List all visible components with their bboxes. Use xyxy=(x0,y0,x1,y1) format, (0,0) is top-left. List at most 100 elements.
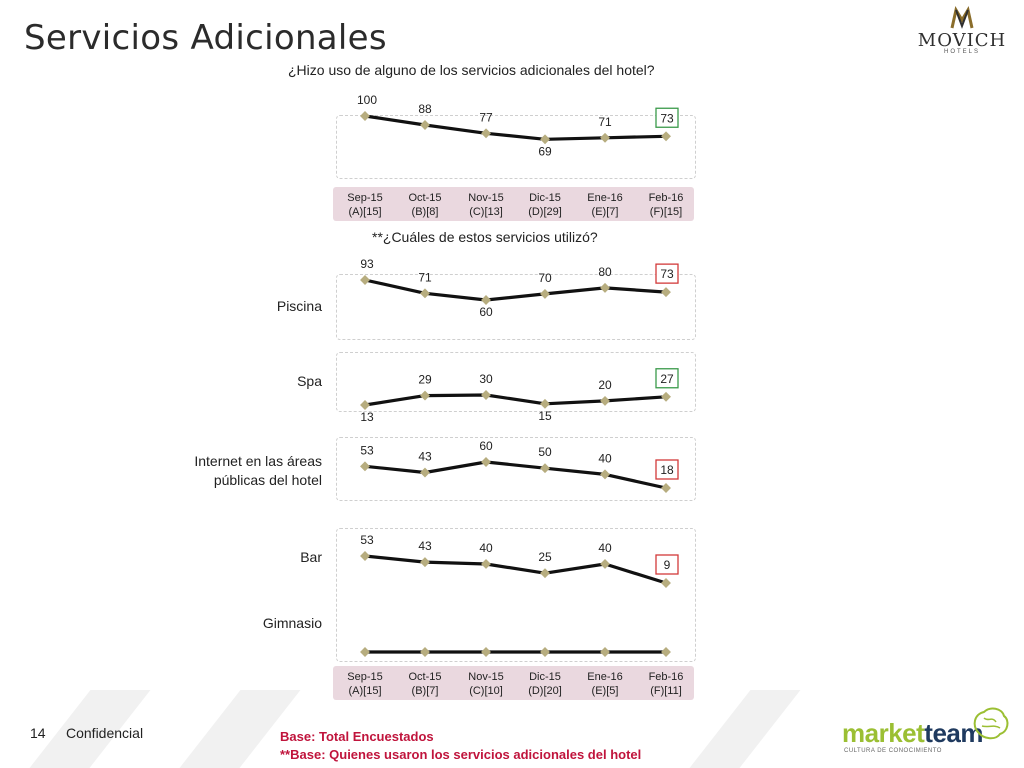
row-label-bar: Bar xyxy=(300,549,322,565)
marketteam-logo: marketteam CULTURA DE CONOCIMIENTO xyxy=(842,706,1012,762)
data-point-gimnasio-1 xyxy=(360,647,370,657)
data-label-total-2: 88 xyxy=(418,102,432,116)
slide-title: Servicios Adicionales xyxy=(24,18,387,58)
data-point-gimnasio-5 xyxy=(600,647,610,657)
data-point-gimnasio-3 xyxy=(481,647,491,657)
x-tick-label: Sep-15 xyxy=(347,671,382,683)
x-tick-base-label: (A)[15] xyxy=(348,685,381,697)
x-tick-label: Sep-15 xyxy=(347,192,382,204)
data-point-spa-2 xyxy=(420,390,430,401)
data-point-spa-3 xyxy=(481,390,491,400)
data-label-spa-5: 20 xyxy=(598,378,612,392)
base-note-1: Base: Total Encuestados xyxy=(280,729,434,744)
x-tick-label: Nov-15 xyxy=(468,671,503,683)
data-label-piscina-1: 93 xyxy=(360,257,374,271)
data-point-total-3 xyxy=(481,128,491,139)
x-tick-base-label: (B)[7] xyxy=(412,685,439,697)
question-1: ¿Hizo uso de alguno de los servicios adi… xyxy=(288,62,655,78)
x-tick-base-label: (A)[15] xyxy=(348,206,381,218)
chart-panel-total xyxy=(336,115,696,179)
data-point-total-4 xyxy=(540,134,550,145)
data-point-internet-6 xyxy=(661,483,671,493)
data-point-gimnasio-2 xyxy=(420,647,430,657)
data-point-piscina-3 xyxy=(481,295,491,305)
data-label-piscina-3: 60 xyxy=(479,305,493,319)
x-tick-base-label: (C)[13] xyxy=(469,206,503,218)
data-label-bar-3: 40 xyxy=(479,541,493,555)
x-tick-base-label: (B)[8] xyxy=(412,206,439,218)
data-point-spa-4 xyxy=(540,398,550,409)
row-label-spa: Spa xyxy=(297,373,322,389)
data-point-bar-4 xyxy=(540,568,550,579)
chart-panel-bar-gimnasio xyxy=(336,528,696,662)
data-label-spa-4: 15 xyxy=(538,409,552,423)
data-label-total-1: 100 xyxy=(357,93,377,107)
x-tick-label: Dic-15 xyxy=(529,671,561,683)
highlight-box-piscina xyxy=(655,263,679,284)
page-number: 14 xyxy=(30,725,46,741)
data-point-bar-3 xyxy=(481,559,491,569)
data-point-internet-4 xyxy=(540,463,550,474)
series-line-spa xyxy=(364,393,667,407)
x-tick-label: Nov-15 xyxy=(468,192,503,204)
x-tick-base-label: (F)[11] xyxy=(650,685,682,697)
data-point-internet-5 xyxy=(600,469,610,480)
data-point-internet-3 xyxy=(481,457,491,467)
movich-logo-text: MOVICH xyxy=(917,30,1007,51)
data-label-bar-2: 43 xyxy=(418,539,432,553)
data-point-total-2 xyxy=(420,120,430,130)
data-label-bar-1: 53 xyxy=(360,533,374,547)
row-label-gimnasio: Gimnasio xyxy=(262,615,322,631)
x-tick-base-label: (D)[20] xyxy=(528,685,562,697)
highlight-box-internet xyxy=(655,459,679,480)
data-point-total-5 xyxy=(600,132,610,143)
row-label-internet: Internet en las áreas públicas del hotel xyxy=(194,453,322,488)
data-point-piscina-5 xyxy=(600,282,610,293)
data-label-spa-3: 30 xyxy=(479,372,493,386)
data-point-internet-2 xyxy=(420,467,430,478)
data-point-internet-1 xyxy=(360,461,370,472)
data-point-piscina-2 xyxy=(420,288,430,299)
data-label-bar-4: 25 xyxy=(538,550,552,564)
data-label-total-4: 69 xyxy=(538,144,552,158)
x-tick-base-label: (F)[15] xyxy=(650,206,682,218)
highlight-box-spa xyxy=(655,368,679,389)
x-tick-label: Oct-15 xyxy=(408,192,441,204)
x-tick-label: Ene-16 xyxy=(587,671,622,683)
data-label-piscina-6: 73 xyxy=(660,267,674,281)
data-label-spa-6: 27 xyxy=(660,372,674,386)
data-label-internet-1: 53 xyxy=(360,443,374,457)
data-label-internet-5: 40 xyxy=(598,451,612,465)
data-label-internet-2: 43 xyxy=(418,450,432,464)
data-point-piscina-6 xyxy=(661,287,671,298)
data-label-spa-2: 29 xyxy=(418,373,432,387)
highlight-box-bar xyxy=(655,554,679,575)
data-point-gimnasio-4 xyxy=(540,647,550,657)
data-point-spa-1 xyxy=(360,400,370,410)
movich-monogram-icon xyxy=(950,6,974,29)
question-2: **¿Cuáles de estos servicios utilizó? xyxy=(372,229,598,245)
x-axis-box-top xyxy=(333,187,694,221)
data-label-internet-6: 18 xyxy=(660,463,674,477)
data-label-internet-4: 50 xyxy=(538,445,552,459)
x-tick-base-label: (E)[5] xyxy=(592,685,619,697)
data-label-total-6: 73 xyxy=(660,111,674,125)
series-line-internet xyxy=(364,460,667,490)
x-tick-base-label: (C)[10] xyxy=(469,685,503,697)
data-label-bar-6: 9 xyxy=(664,558,671,572)
data-label-spa-1: 13 xyxy=(360,410,374,424)
data-point-bar-1 xyxy=(360,551,370,561)
series-line-total xyxy=(364,114,667,141)
marketteam-logo-tagline: CULTURA DE CONOCIMIENTO xyxy=(844,748,942,754)
data-point-spa-5 xyxy=(600,395,610,406)
data-point-bar-2 xyxy=(420,557,430,568)
confidential-label: Confidencial xyxy=(66,725,144,741)
series-line-piscina xyxy=(364,278,667,302)
data-point-gimnasio-6 xyxy=(661,647,671,657)
brain-icon xyxy=(973,707,1009,740)
marketteam-logo-word: marketteam xyxy=(842,718,983,749)
highlight-box-total xyxy=(655,107,679,128)
marketteam-logo-part1: market xyxy=(842,718,925,748)
chart-panel-piscina xyxy=(336,274,696,340)
